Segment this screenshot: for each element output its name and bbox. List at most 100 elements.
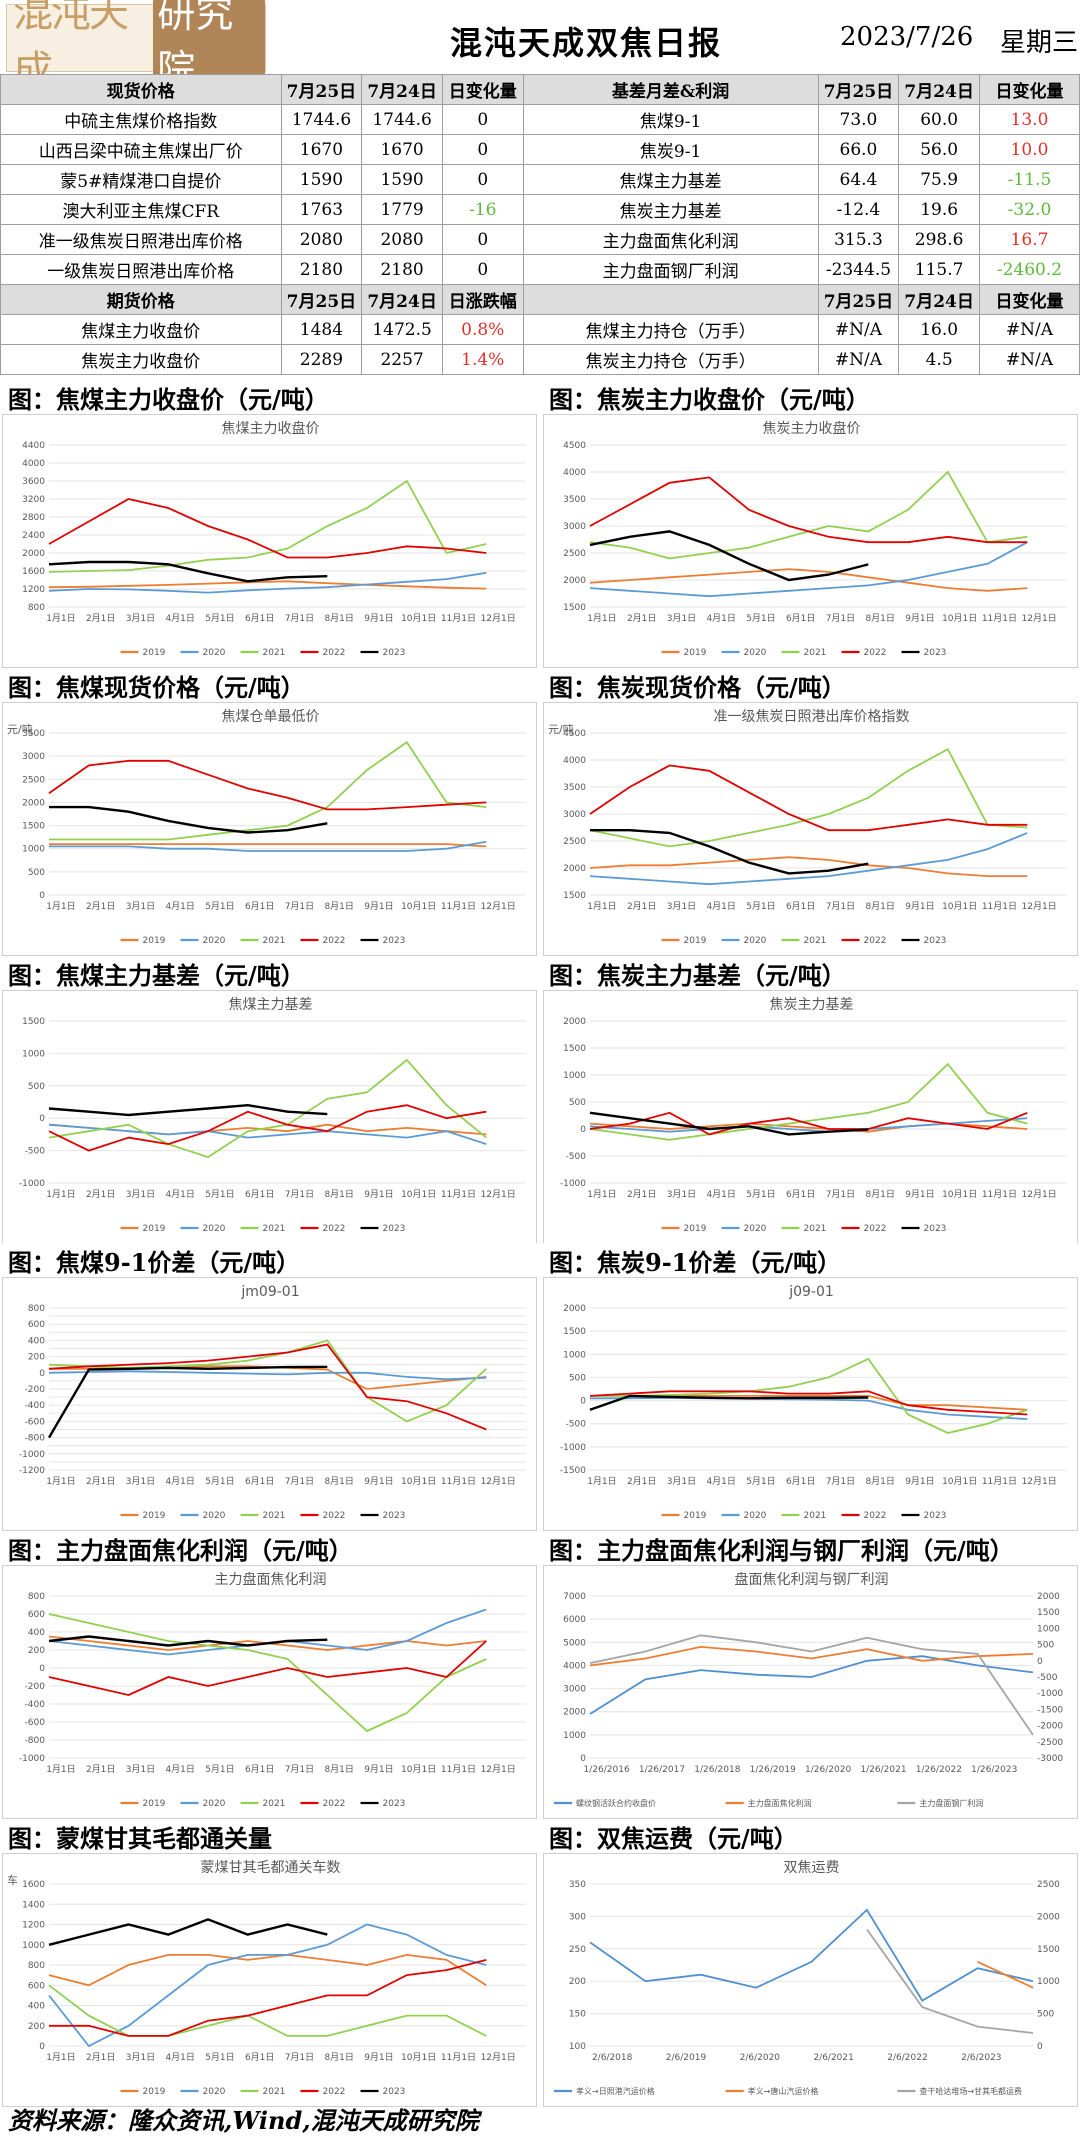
x-tick-label: 1月1日 [587,613,616,624]
legend-label: 2022 [323,936,346,946]
table-cell: 1484 [280,314,363,345]
y-tick-label: 0 [39,1664,45,1674]
x-tick-label: 9月1日 [905,901,934,912]
section-title: 图：焦炭主力收盘价（元/吨） [541,380,1080,414]
x-tick-label: 1/26/2016 [584,1765,630,1775]
legend-label: 2021 [804,1511,827,1521]
chart-svg: 主力盘面焦化利润 -1000 -800 -600 -400 -200 0 200 400 600 8… [19,1571,526,1809]
series-line [589,530,869,582]
chart-svg: 焦煤主力基差 -1000 -500 0 500 1000 1500 1月1日 2月1日 3月1日 4… [19,996,526,1234]
legend-label: 2022 [323,1224,346,1234]
table-cell: 7月24日 [361,284,443,315]
table-cell: 0 [441,104,524,135]
chart-panel: 焦炭主力收盘价 1500 2000 2500 3000 3500 4000 4500 1月1日 2… [543,414,1078,668]
series-line [48,1984,487,2037]
y2-tick-label: -1000 [1037,1689,1063,1699]
x-tick-label: 4月1日 [706,613,735,624]
section-title: 图：蒙煤甘其毛都通关量 [0,1819,539,1853]
section-title: 图：焦煤现货价格（元/吨） [0,668,539,702]
legend-label: 2022 [323,2087,346,2097]
y-tick-label: 100 [569,2042,586,2052]
y-tick-label: -800 [25,1736,46,1746]
chart-panel: 准一级焦炭日照港出库价格指数 元/吨 1500 2000 2500 3000 3500 400… [543,702,1078,956]
legend-label: 2021 [263,1511,286,1521]
table-cell: 日变化量 [978,284,1080,315]
x-tick-label: 11月1日 [441,613,476,624]
y-tick-label: 3500 [563,495,586,505]
section-title: 图：焦炭主力基差（元/吨） [541,956,1080,990]
y-tick-label: 800 [28,603,45,613]
chart-panel: jm09-01 -1200 -1000 -800 -600 -400 -200 0 200 400… [2,1277,537,1531]
x-tick-label: 10月1日 [401,1189,436,1200]
x-tick-label: 1月1日 [46,901,75,912]
x-tick-label: 1月1日 [587,901,616,912]
y-tick-label: 4000 [563,756,586,766]
x-tick-label: 11月1日 [982,613,1017,624]
table-row: 山西吕梁中硫主焦煤出厂价 1670 1670 0 焦炭9-1 66.0 56.0 10.0 [0,134,1080,165]
y-tick-label: 500 [28,1082,45,1092]
legend-label: 螺纹钢活跃合约收盘价 [576,1798,656,1808]
x-tick-label: 10月1日 [401,613,436,624]
chart-svg: 焦炭主力收盘价 1500 2000 2500 3000 3500 4000 4500 1月1日 2… [563,420,1067,658]
table-cell: 中硫主焦煤价格指数 [0,104,282,135]
series-line [47,1365,328,1439]
table-cell: 1.4% [441,344,524,375]
series-line [49,805,328,834]
legend-label: 2021 [263,2087,286,2097]
x-tick-label: 6月1日 [786,613,815,624]
table-row: 澳大利亚主焦煤CFR 1763 1779 -16 焦炭主力基差 -12.4 19.6 -32.… [0,194,1080,225]
y-tick-label: 150 [569,2010,586,2020]
table-cell [522,284,819,315]
legend-label: 2019 [684,1224,707,1234]
series-line [589,476,1028,544]
table-cell: 澳大利亚主焦煤CFR [0,194,282,225]
series-line [48,1103,328,1117]
series-line [49,840,487,852]
y-tick-label: 4400 [22,441,45,451]
x-tick-label: 7月1日 [285,901,314,912]
y2-tick-label: 1500 [1037,1608,1060,1618]
legend-label: 2020 [203,1511,226,1521]
chart-panel: 焦炭主力基差 -1000 -500 0 500 1000 1500 2000 1月1日 2月1日 3… [543,990,1078,1244]
series-line [49,843,487,848]
series-line [589,764,1028,832]
y-tick-label: 2000 [22,798,45,808]
x-tick-label: 7月1日 [826,901,855,912]
section-title: 图：主力盘面焦化利润与钢厂利润（元/吨） [541,1531,1080,1565]
x-tick-label: 1/26/2017 [639,1765,685,1775]
table-cell: 315.3 [817,224,900,255]
y-tick-label: 3000 [563,810,586,820]
legend-label: 2020 [203,2087,226,2097]
y-tick-label: 400 [28,1628,45,1638]
y-tick-label: -200 [25,1682,46,1692]
x-tick-label: 9月1日 [905,613,934,624]
legend-label: 2019 [143,2087,166,2097]
table-cell: 1779 [361,194,443,225]
series-line [589,1655,1034,1715]
x-tick-label: 3月1日 [667,1476,696,1487]
x-tick-label: 1月1日 [46,1476,75,1487]
x-tick-label: 4月1日 [706,1476,735,1487]
x-tick-label: 12月1日 [481,1476,516,1487]
series-line [589,1117,1028,1133]
x-tick-label: 5月1日 [746,1476,775,1487]
table-row: 焦煤主力收盘价 1484 1472.5 0.8% 焦煤主力持仓（万手） #N/A 16.0 #… [0,314,1080,345]
table-cell: 4.5 [898,344,980,375]
y-tick-label: 800 [28,1592,45,1602]
y-tick-label: -1500 [560,1466,586,1476]
table-row: 中硫主焦煤价格指数 1744.6 1744.6 0 焦煤9-1 73.0 60.0 13.0 [0,104,1080,135]
series-line [49,1959,487,2037]
table-header-row: 现货价格 7月25日 7月24日 日变化量 基差月差&利润 7月25日 7月24日 日变化量 [0,74,1080,105]
chart-title: 焦炭主力收盘价 [763,420,861,437]
legend-label: 2023 [383,2087,406,2097]
y-tick-label: 1000 [22,1941,45,1951]
y2-tick-label: 500 [1037,2010,1054,2020]
legend-label: 2020 [203,1224,226,1234]
y-tick-label: 1500 [563,1044,586,1054]
legend-label: 查干哈达堆场→甘其毛都运费 [919,2086,1022,2096]
y-tick-label: 2500 [563,549,586,559]
table-cell: 2180 [361,254,443,285]
x-tick-label: 6月1日 [245,901,274,912]
legend-label: 2021 [804,648,827,658]
